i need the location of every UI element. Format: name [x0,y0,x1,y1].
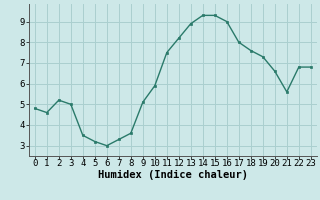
X-axis label: Humidex (Indice chaleur): Humidex (Indice chaleur) [98,170,248,180]
